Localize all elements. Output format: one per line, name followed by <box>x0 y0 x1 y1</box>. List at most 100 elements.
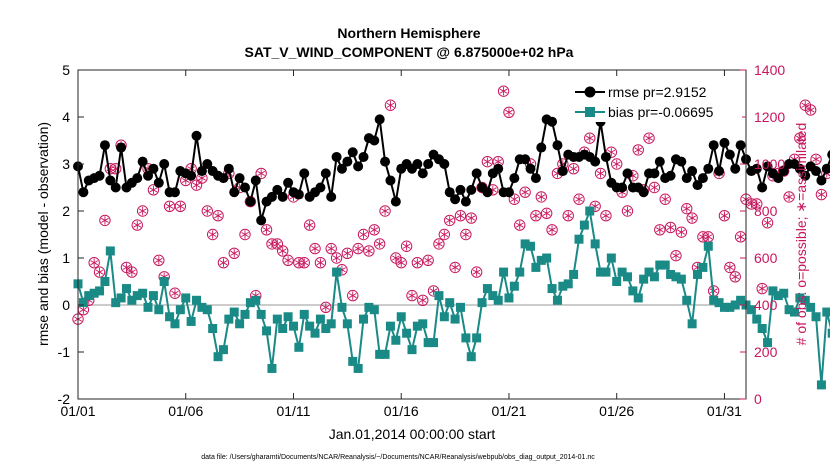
obs-possible-circle <box>277 245 289 257</box>
obs-assimilated-star <box>354 246 362 252</box>
obs-marker <box>309 242 321 255</box>
obs-assimilated-star <box>672 253 680 259</box>
obs-marker <box>540 207 553 220</box>
obs-marker <box>99 214 111 227</box>
bias-point <box>563 279 573 289</box>
obs-possible-circle <box>503 106 515 119</box>
bias-point <box>288 321 298 331</box>
rmse-point <box>266 191 277 202</box>
bias-point <box>78 298 88 308</box>
rmse-point <box>326 191 337 202</box>
bias-point <box>676 274 686 284</box>
obs-assimilated-star <box>796 135 804 141</box>
rmse-point <box>622 168 633 179</box>
obs-possible-circle <box>417 294 429 306</box>
bias-point <box>342 319 352 329</box>
obs-possible-circle <box>670 249 682 262</box>
bias-point <box>364 302 374 312</box>
y-axis-label: rmse and bias (model - observation) <box>35 122 51 346</box>
y2-tick-label: 1000 <box>754 156 785 172</box>
bias-point <box>402 328 412 338</box>
rmse-point <box>730 163 741 174</box>
bias-point <box>429 338 439 348</box>
rmse-point <box>186 170 197 181</box>
obs-marker <box>686 212 698 224</box>
bias-point <box>337 302 347 312</box>
rmse-point <box>423 159 434 169</box>
obs-marker <box>632 144 644 156</box>
bias-point <box>202 305 212 315</box>
obs-assimilated-star <box>321 304 330 310</box>
rmse-point <box>277 191 288 202</box>
bias-point <box>466 352 476 362</box>
legend: rmse pr=2.9152 bias pr=-0.06695 <box>570 78 742 122</box>
rmse-point <box>757 182 768 193</box>
obs-possible-circle <box>621 205 634 217</box>
obs-assimilated-star <box>101 217 109 223</box>
rmse-point <box>380 156 391 167</box>
obs-marker <box>379 205 391 217</box>
obs-assimilated-star <box>138 208 147 214</box>
legend-rmse-marker <box>584 86 596 98</box>
bias-point <box>493 295 503 305</box>
rmse-point <box>272 184 283 195</box>
bias-point <box>450 314 460 324</box>
bias-point <box>526 241 536 251</box>
obs-marker <box>562 210 574 222</box>
rmse-point <box>751 163 762 174</box>
obs-possible-circle <box>454 210 467 222</box>
obs-marker <box>611 158 623 170</box>
obs-marker <box>373 238 386 250</box>
bias-point <box>418 319 428 329</box>
obs-assimilated-star <box>79 307 88 313</box>
obs-assimilated-star <box>591 203 600 209</box>
obs-marker <box>352 242 364 255</box>
bias-point <box>660 260 670 270</box>
bias-point <box>806 302 816 312</box>
obs-assimilated-star <box>758 286 767 292</box>
obs-assimilated-star <box>386 102 395 108</box>
rmse-point <box>148 163 159 174</box>
obs-possible-circle <box>126 266 138 278</box>
obs-assimilated-star <box>467 215 476 221</box>
obs-marker <box>88 257 100 269</box>
rmse-point <box>223 163 234 174</box>
bias-point <box>596 267 606 277</box>
obs-possible-circle <box>153 254 165 267</box>
bias-point <box>294 342 304 352</box>
bias-point <box>197 302 207 312</box>
bias-point <box>773 291 783 301</box>
obs-assimilated-star <box>171 290 179 296</box>
rmse-point <box>665 170 676 181</box>
obs-possible-circle <box>395 257 407 269</box>
bias-point <box>547 284 557 294</box>
y2-tick-label: 400 <box>754 297 778 313</box>
obs-assimilated-star <box>418 297 427 303</box>
obs-assimilated-star <box>198 175 206 181</box>
bias-point <box>262 326 272 336</box>
obs-assimilated-star <box>278 248 287 254</box>
obs-assimilated-star <box>365 248 373 254</box>
data-file-footer: data file: /Users/gharamti/Documents/NCA… <box>201 454 595 461</box>
bias-point <box>359 314 369 324</box>
obs-possible-circle <box>217 257 230 269</box>
y-tick-label: -2 <box>58 391 71 407</box>
obs-assimilated-star <box>176 203 185 209</box>
obs-possible-circle <box>347 289 359 302</box>
y2-tick-label: 1200 <box>754 109 785 125</box>
obs-possible-circle <box>88 257 100 269</box>
bias-point <box>369 305 379 315</box>
obs-assimilated-star <box>569 166 578 172</box>
obs-assimilated-star <box>655 227 664 233</box>
obs-possible-circle <box>654 224 666 236</box>
bias-point <box>499 267 509 277</box>
rmse-point <box>530 173 541 184</box>
obs-marker <box>718 210 731 222</box>
obs-assimilated-star <box>634 147 643 153</box>
x-tick-label: 01/16 <box>384 403 419 419</box>
obs-marker <box>621 205 634 217</box>
obs-marker <box>729 271 741 283</box>
bias-point <box>192 295 202 305</box>
obs-possible-circle <box>681 202 693 215</box>
obs-marker <box>584 132 596 144</box>
